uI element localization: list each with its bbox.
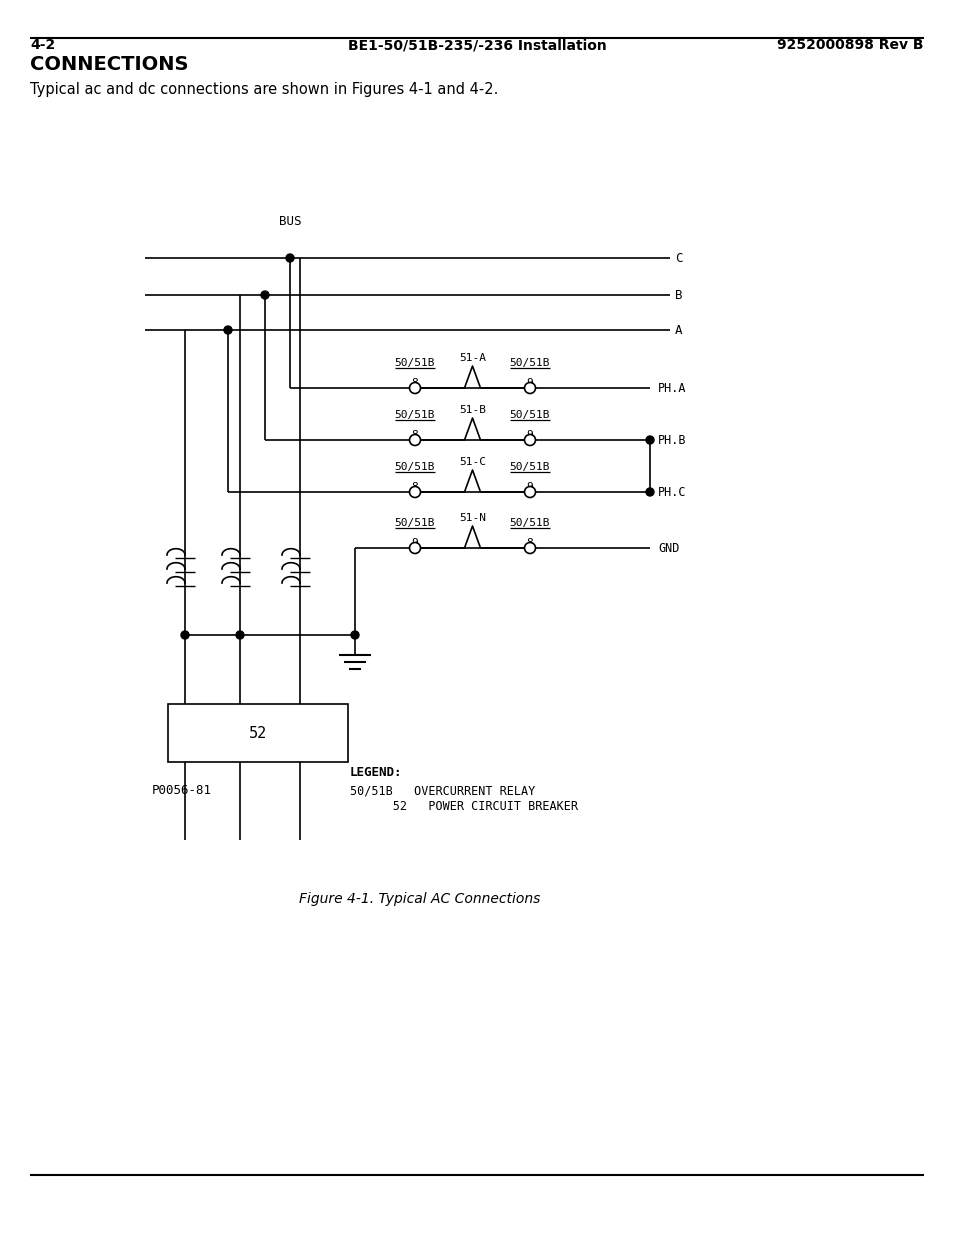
Text: PH.C: PH.C: [658, 485, 686, 499]
Text: 51-N: 51-N: [458, 513, 485, 522]
Circle shape: [351, 631, 358, 638]
Text: Figure 4-1. Typical AC Connections: Figure 4-1. Typical AC Connections: [299, 892, 540, 906]
Circle shape: [645, 488, 654, 496]
Text: 51-C: 51-C: [458, 457, 485, 467]
Text: CONNECTIONS: CONNECTIONS: [30, 56, 189, 74]
Circle shape: [645, 436, 654, 445]
Circle shape: [524, 542, 535, 553]
Circle shape: [261, 291, 269, 299]
Text: 9252000898 Rev B: 9252000898 Rev B: [777, 38, 923, 52]
Circle shape: [409, 487, 420, 498]
Circle shape: [286, 254, 294, 262]
Text: 50/51B: 50/51B: [509, 410, 550, 420]
Text: 8: 8: [411, 482, 418, 492]
Text: C: C: [675, 252, 681, 264]
Text: B: B: [675, 289, 681, 301]
Text: BE1-50/51B-235/-236 Installation: BE1-50/51B-235/-236 Installation: [347, 38, 606, 52]
Text: 50/51B: 50/51B: [395, 517, 435, 529]
Text: P0056-81: P0056-81: [152, 784, 212, 797]
Circle shape: [409, 435, 420, 446]
Circle shape: [409, 542, 420, 553]
Circle shape: [181, 631, 189, 638]
Text: 52: 52: [249, 725, 267, 741]
Text: LEGEND:: LEGEND:: [350, 766, 402, 779]
Circle shape: [524, 487, 535, 498]
Text: GND: GND: [658, 541, 679, 555]
Text: 8: 8: [411, 430, 418, 440]
Text: 8: 8: [526, 538, 533, 548]
Circle shape: [235, 631, 244, 638]
Text: A: A: [675, 324, 681, 336]
Text: BUS: BUS: [278, 215, 301, 228]
Circle shape: [224, 326, 232, 333]
Text: 50/51B: 50/51B: [509, 517, 550, 529]
Text: 52   POWER CIRCUIT BREAKER: 52 POWER CIRCUIT BREAKER: [350, 800, 578, 813]
Text: 8: 8: [411, 378, 418, 388]
Text: 9: 9: [526, 378, 533, 388]
Text: PH.B: PH.B: [658, 433, 686, 447]
Text: 9: 9: [411, 538, 418, 548]
Text: 50/51B   OVERCURRENT RELAY: 50/51B OVERCURRENT RELAY: [350, 784, 535, 797]
Text: 50/51B: 50/51B: [395, 410, 435, 420]
Text: 9: 9: [526, 482, 533, 492]
Text: 50/51B: 50/51B: [509, 358, 550, 368]
Circle shape: [524, 435, 535, 446]
Text: 9: 9: [526, 430, 533, 440]
Text: 50/51B: 50/51B: [509, 462, 550, 472]
Text: 51-A: 51-A: [458, 353, 485, 363]
Bar: [168, 704, 348, 762]
Text: 51-B: 51-B: [458, 405, 485, 415]
Text: Typical ac and dc connections are shown in Figures 4-1 and 4-2.: Typical ac and dc connections are shown …: [30, 82, 497, 98]
Text: 4-2: 4-2: [30, 38, 55, 52]
Circle shape: [409, 383, 420, 394]
Circle shape: [524, 383, 535, 394]
Text: 50/51B: 50/51B: [395, 462, 435, 472]
Text: 50/51B: 50/51B: [395, 358, 435, 368]
Text: PH.A: PH.A: [658, 382, 686, 394]
